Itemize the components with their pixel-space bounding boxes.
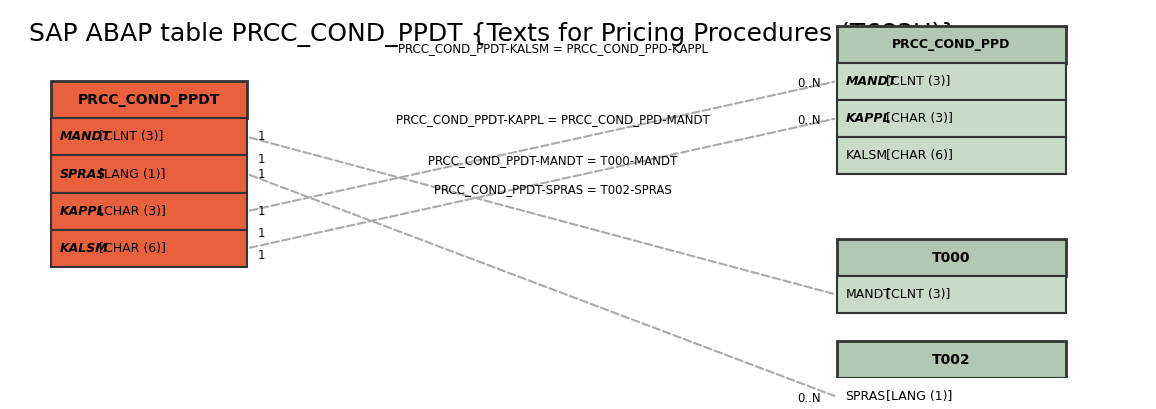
Text: PRCC_COND_PPDT: PRCC_COND_PPDT bbox=[77, 93, 220, 107]
FancyBboxPatch shape bbox=[51, 193, 247, 230]
FancyBboxPatch shape bbox=[837, 276, 1066, 313]
Text: SPRAS: SPRAS bbox=[845, 390, 885, 403]
Text: [CHAR (6)]: [CHAR (6)] bbox=[882, 149, 953, 162]
Text: MANDT: MANDT bbox=[845, 75, 897, 88]
Text: 1: 1 bbox=[258, 153, 266, 166]
Text: 1: 1 bbox=[258, 249, 266, 262]
Text: PRCC_COND_PPD: PRCC_COND_PPD bbox=[892, 38, 1010, 51]
Text: KALSM: KALSM bbox=[59, 242, 109, 255]
FancyBboxPatch shape bbox=[837, 63, 1066, 100]
Text: 1: 1 bbox=[258, 227, 266, 240]
Text: 0..N: 0..N bbox=[796, 114, 821, 127]
FancyBboxPatch shape bbox=[837, 378, 1066, 409]
Text: PRCC_COND_PPDT-SPRAS = T002-SPRAS: PRCC_COND_PPDT-SPRAS = T002-SPRAS bbox=[434, 183, 672, 196]
Text: PRCC_COND_PPDT-MANDT = T000-MANDT: PRCC_COND_PPDT-MANDT = T000-MANDT bbox=[428, 154, 677, 166]
Text: SAP ABAP table PRCC_COND_PPDT {Texts for Pricing Procedures (T683U)}: SAP ABAP table PRCC_COND_PPDT {Texts for… bbox=[29, 22, 957, 47]
Text: 1: 1 bbox=[258, 130, 266, 144]
Text: KALSM: KALSM bbox=[845, 149, 888, 162]
FancyBboxPatch shape bbox=[51, 230, 247, 267]
Text: MANDT: MANDT bbox=[59, 130, 111, 144]
Text: 1: 1 bbox=[258, 168, 266, 180]
Text: 1: 1 bbox=[258, 204, 266, 218]
FancyBboxPatch shape bbox=[837, 25, 1066, 63]
Text: MANDT: MANDT bbox=[845, 288, 891, 301]
Text: PRCC_COND_PPDT-KAPPL = PRCC_COND_PPD-MANDT: PRCC_COND_PPDT-KAPPL = PRCC_COND_PPD-MAN… bbox=[397, 113, 710, 126]
Text: 0..N: 0..N bbox=[796, 76, 821, 90]
Text: T002: T002 bbox=[932, 353, 971, 367]
Text: SPRAS: SPRAS bbox=[59, 168, 105, 180]
FancyBboxPatch shape bbox=[51, 118, 247, 155]
Text: [LANG (1)]: [LANG (1)] bbox=[96, 168, 165, 180]
FancyBboxPatch shape bbox=[837, 341, 1066, 378]
Text: [CHAR (3)]: [CHAR (3)] bbox=[96, 204, 166, 218]
Text: [LANG (1)]: [LANG (1)] bbox=[882, 390, 953, 403]
Text: T000: T000 bbox=[932, 251, 971, 265]
Text: [CLNT (3)]: [CLNT (3)] bbox=[96, 130, 164, 144]
FancyBboxPatch shape bbox=[837, 239, 1066, 276]
Text: [CHAR (6)]: [CHAR (6)] bbox=[96, 242, 166, 255]
Text: 0..N: 0..N bbox=[796, 392, 821, 405]
Text: [CHAR (3)]: [CHAR (3)] bbox=[882, 112, 953, 125]
Text: PRCC_COND_PPDT-KALSM = PRCC_COND_PPD-KAPPL: PRCC_COND_PPDT-KALSM = PRCC_COND_PPD-KAP… bbox=[398, 42, 707, 55]
FancyBboxPatch shape bbox=[51, 155, 247, 193]
Text: KAPPL: KAPPL bbox=[59, 204, 105, 218]
FancyBboxPatch shape bbox=[51, 81, 247, 118]
Text: [CLNT (3)]: [CLNT (3)] bbox=[882, 288, 950, 301]
FancyBboxPatch shape bbox=[837, 100, 1066, 137]
Text: [CLNT (3)]: [CLNT (3)] bbox=[882, 75, 950, 88]
Text: KAPPL: KAPPL bbox=[845, 112, 891, 125]
FancyBboxPatch shape bbox=[837, 137, 1066, 174]
